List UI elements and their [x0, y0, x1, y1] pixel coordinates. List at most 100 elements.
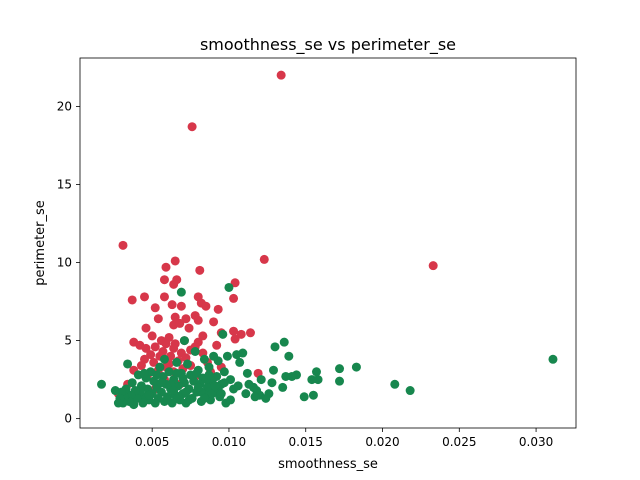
scatter-point-s1-121	[233, 381, 243, 391]
scatter-point-s1-110	[140, 368, 149, 378]
scatter-point-s0-11	[169, 279, 179, 289]
scatter-point-s1-135	[193, 382, 203, 392]
y-tick-label: 10	[57, 256, 72, 270]
scatter-point-s0-30	[175, 318, 185, 328]
x-tick-label: 0.020	[365, 435, 399, 449]
scatter-point-s1-5	[335, 376, 345, 386]
scatter-point-s1-47	[202, 382, 212, 392]
scatter-point-s0-2	[118, 240, 128, 250]
scatter-point-s1-137	[216, 389, 226, 399]
x-tick-label: 0.010	[212, 435, 246, 449]
scatter-point-s1-107	[113, 398, 123, 408]
scatter-point-s0-44	[161, 339, 171, 349]
scatter-point-s1-18	[268, 365, 278, 375]
scatter-point-s1-69	[172, 357, 182, 367]
scatter-point-s1-10	[299, 392, 309, 402]
scatter-point-s1-119	[219, 378, 229, 388]
scatter-point-s1-126	[156, 378, 166, 388]
scatter-point-s0-3	[259, 254, 269, 264]
scatter-point-s0-6	[161, 262, 171, 272]
scatter-point-s1-17	[270, 342, 280, 352]
scatter-point-s0-31	[141, 323, 151, 333]
scatter-point-s1-55	[190, 347, 200, 356]
scatter-point-s1-60	[182, 359, 192, 369]
scatter-point-s0-18	[176, 301, 186, 311]
scatter-point-s0-35	[245, 328, 255, 338]
scatter-point-s0-0	[276, 70, 286, 80]
scatter-point-s1-29	[235, 357, 245, 367]
scatter-point-s1-1	[405, 386, 415, 396]
scatter-point-s1-27	[241, 389, 251, 399]
scatter-point-s1-37	[218, 329, 228, 339]
scatter-point-s1-91	[138, 398, 148, 408]
scatter-point-s0-7	[195, 265, 205, 275]
scatter-point-s0-22	[213, 304, 223, 314]
x-tick-label: 0.025	[442, 435, 476, 449]
scatter-point-s1-34	[222, 351, 232, 361]
y-tick-label: 20	[57, 99, 72, 113]
scatter-point-s1-114	[192, 368, 202, 378]
scatter-point-s0-27	[209, 317, 219, 327]
scatter-point-s1-133	[172, 368, 182, 378]
scatter-point-s1-98	[127, 378, 137, 388]
scatter-point-s1-19	[267, 378, 277, 388]
scatter-point-s1-8	[307, 375, 317, 385]
scatter-point-s1-132	[163, 395, 173, 405]
scatter-point-s1-101	[123, 359, 133, 369]
scatter-point-s1-124	[152, 370, 162, 380]
scatter-point-s0-64	[149, 357, 159, 367]
scatter-point-s0-21	[201, 301, 211, 311]
y-axis-label: perimeter_se	[33, 200, 48, 286]
scatter-point-s1-111	[159, 354, 169, 364]
y-axis-ticks: 0 5 10 15 20	[57, 99, 80, 426]
scatter-point-s1-122	[242, 368, 252, 378]
scatter-point-s1-22	[256, 375, 266, 385]
scatter-point-s0-32	[184, 323, 194, 333]
y-tick-label: 0	[64, 412, 72, 426]
x-axis-ticks: 0.005 0.010 0.015 0.020 0.025 0.030	[135, 428, 553, 449]
scatter-point-s1-120	[225, 395, 235, 405]
scatter-point-s0-37	[198, 331, 208, 341]
scatter-point-s1-134	[181, 387, 191, 397]
scatter-point-s0-17	[167, 300, 177, 310]
scatter-point-s0-1	[187, 122, 197, 132]
scatter-point-s1-3	[351, 362, 361, 372]
scatter-point-s1-117	[207, 389, 217, 399]
scatter-point-s1-127	[169, 386, 179, 396]
scatter-point-s1-136	[199, 393, 209, 403]
scatter-point-s0-36	[236, 329, 246, 339]
scatter-point-s0-4	[170, 256, 180, 266]
scatter-point-s0-10	[230, 278, 240, 288]
scatter-point-s1-43	[209, 351, 219, 361]
scatter-point-s1-26	[244, 379, 254, 389]
scatter-point-s1-46	[204, 362, 214, 372]
scatter-point-s0-33	[229, 326, 239, 336]
scatter-point-s1-80	[155, 362, 165, 372]
scatter-point-s1-131	[210, 381, 220, 391]
scatter-point-s0-57	[146, 350, 156, 360]
x-tick-label: 0.015	[289, 435, 323, 449]
scatter-point-s0-20	[150, 303, 160, 313]
scatter-point-s1-30	[232, 350, 242, 360]
scatter-point-s0-43	[230, 334, 240, 344]
scatter-point-s0-50	[150, 342, 160, 352]
scatter-point-s0-49	[212, 340, 222, 350]
scatter-point-s1-0	[548, 354, 558, 364]
scatter-point-s1-4	[335, 364, 345, 374]
scatter-point-s1-9	[308, 390, 318, 400]
scatter-point-s0-28	[193, 315, 203, 325]
points-layer	[97, 70, 558, 410]
x-axis-label: smoothness_se	[278, 457, 378, 472]
scatter-point-s1-128	[178, 373, 188, 383]
scatter-point-s0-25	[181, 314, 191, 324]
scatter-point-s1-13	[284, 351, 294, 361]
scatter-point-s0-26	[153, 314, 163, 324]
scatter-point-s0-66	[136, 361, 146, 371]
scatter-point-s1-125	[144, 390, 154, 400]
scatter-point-s0-14	[159, 292, 169, 302]
scatter-point-s0-9	[159, 275, 169, 285]
scatter-point-s1-74	[164, 367, 174, 377]
y-tick-label: 15	[57, 177, 72, 191]
